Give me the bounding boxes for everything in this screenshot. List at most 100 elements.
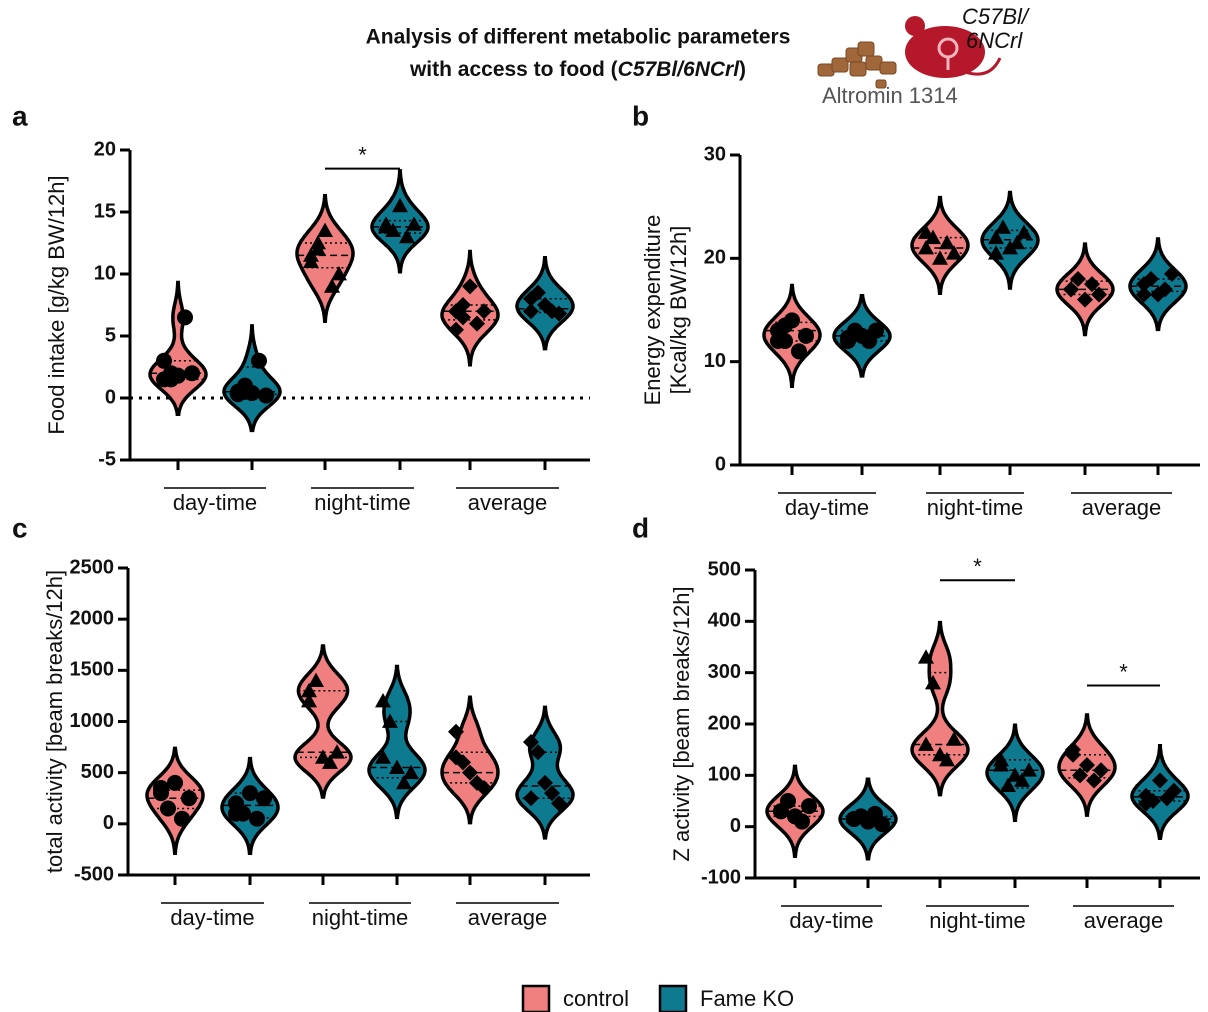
data-point (801, 798, 817, 815)
data-point (791, 343, 807, 360)
title-part: ) (739, 58, 746, 81)
data-point (329, 744, 345, 759)
significance-label: * (1119, 659, 1128, 684)
data-point (1014, 772, 1030, 787)
violin (910, 195, 970, 295)
data-point (392, 197, 408, 213)
data-point (939, 751, 955, 767)
icon-label: C57Bl/ (962, 4, 1030, 29)
violin (910, 620, 970, 797)
data-point (303, 247, 319, 262)
violin (762, 283, 822, 388)
data-point (256, 790, 272, 807)
food-icon (817, 41, 897, 89)
data-point (1072, 767, 1088, 784)
data-point (1152, 772, 1168, 789)
data-point (322, 754, 338, 769)
x-tick-label: night-time (314, 490, 411, 515)
legend-label: control (563, 986, 629, 1011)
data-point (1016, 224, 1032, 239)
data-point (918, 649, 934, 664)
data-point (1166, 782, 1182, 799)
x-tick-label: day-time (789, 908, 873, 933)
icon-label: Altromin 1314 (822, 83, 958, 108)
data-point (530, 744, 546, 761)
data-point (448, 749, 464, 766)
violin (1128, 237, 1188, 332)
data-point (448, 321, 464, 338)
y-tick-label: 2000 (70, 607, 115, 629)
data-point (177, 309, 193, 326)
data-point (925, 674, 941, 690)
data-point (523, 303, 539, 320)
data-point (537, 774, 553, 791)
y-axis-label: Energy expenditure (640, 215, 665, 406)
data-point (310, 235, 326, 250)
x-tick-label: average (468, 490, 548, 515)
violin (293, 644, 353, 799)
data-point (389, 759, 405, 774)
legend-swatch (658, 984, 688, 1012)
icon-label: 6NCrl (966, 28, 1023, 53)
data-point (1063, 281, 1079, 298)
data-point (551, 795, 567, 812)
title: Analysis of different metabolic paramete… (366, 26, 791, 49)
data-point (455, 309, 471, 326)
data-point (1009, 234, 1025, 250)
data-point (156, 352, 172, 369)
data-point (324, 278, 340, 293)
data-point (918, 240, 934, 255)
y-tick-label: 15 (94, 200, 116, 222)
data-point (1079, 757, 1095, 774)
data-point (462, 764, 478, 781)
data-point (1077, 291, 1093, 308)
data-point (455, 297, 471, 313)
data-point (399, 228, 415, 244)
y-axis-label: [Kcal/kg BW/12h] (666, 226, 691, 395)
y-tick-label: 20 (94, 138, 116, 160)
y-tick-label: 400 (708, 610, 741, 632)
data-point (160, 800, 176, 817)
y-tick-label: 10 (704, 350, 726, 372)
data-point (932, 250, 948, 265)
panel-label: d (632, 512, 649, 543)
data-point (249, 810, 265, 827)
data-point (1143, 271, 1159, 287)
y-tick-label: 500 (708, 558, 741, 580)
y-tick-label: 500 (81, 761, 114, 783)
data-point (1065, 746, 1081, 763)
data-point (988, 245, 1004, 260)
data-point (777, 333, 793, 349)
data-point (375, 749, 391, 764)
data-point (385, 222, 401, 237)
data-point (544, 785, 560, 802)
violin (295, 193, 355, 324)
data-point (993, 751, 1009, 767)
y-tick-label: 1500 (70, 659, 115, 681)
violin (367, 664, 427, 820)
violin (440, 695, 500, 825)
y-tick-label: 0 (103, 812, 114, 834)
data-point (406, 216, 422, 231)
data-point (469, 315, 485, 332)
data-point (396, 774, 412, 790)
data-point (798, 327, 814, 344)
data-point (1000, 777, 1016, 792)
data-point (1070, 271, 1086, 287)
data-point (1084, 276, 1100, 293)
data-point (448, 723, 464, 740)
data-point (946, 731, 962, 746)
data-point (840, 329, 856, 346)
data-point (462, 278, 478, 295)
data-point (301, 682, 317, 698)
data-point (918, 736, 934, 751)
data-point (1021, 762, 1037, 777)
data-point (918, 224, 934, 239)
y-axis-label: Z activity [beam breaks/12h] (669, 586, 694, 861)
violin (515, 705, 575, 840)
y-tick-label: -100 (701, 866, 741, 888)
data-point (1138, 795, 1154, 812)
data-point (251, 352, 267, 369)
significance-label: * (973, 554, 982, 579)
